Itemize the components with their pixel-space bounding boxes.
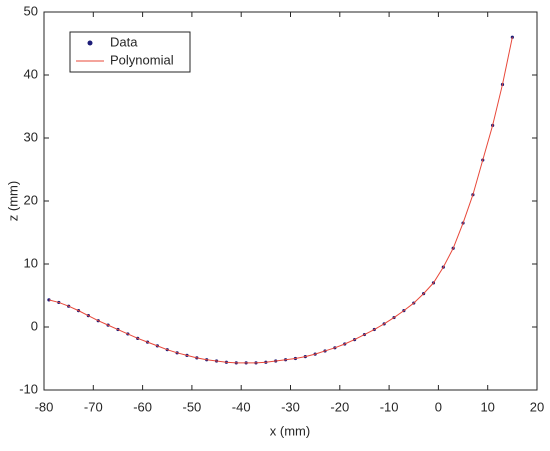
legend-marker	[87, 40, 93, 46]
x-tick-label: -50	[183, 399, 202, 414]
legend-box	[69, 31, 191, 73]
x-tick-label: 10	[480, 399, 494, 414]
fit-line	[48, 37, 513, 364]
plot-frame	[43, 11, 538, 391]
x-tick-label: -80	[35, 399, 54, 414]
x-tick-label: -30	[281, 399, 300, 414]
x-tick-label: -60	[133, 399, 152, 414]
y-tick-label: 40	[24, 66, 38, 81]
y-tick-label: 50	[24, 3, 38, 18]
x-tick-label: 0	[435, 399, 442, 414]
x-tick-label: -10	[380, 399, 399, 414]
y-tick-label: 30	[24, 129, 38, 144]
y-tick-label: -10	[19, 381, 38, 396]
y-tick-label: 10	[24, 255, 38, 270]
legend-label: Data	[110, 34, 138, 49]
x-tick-label: -20	[330, 399, 349, 414]
x-tick-label: -40	[232, 399, 251, 414]
x-tick-label: -70	[84, 399, 103, 414]
y-tick-label: 0	[31, 318, 38, 333]
legend-label: Polynomial	[110, 52, 174, 67]
y-axis-label: z (mm)	[5, 181, 20, 221]
x-tick-label: 20	[530, 399, 544, 414]
y-tick-label: 20	[24, 192, 38, 207]
x-axis-label: x (mm)	[270, 423, 310, 438]
